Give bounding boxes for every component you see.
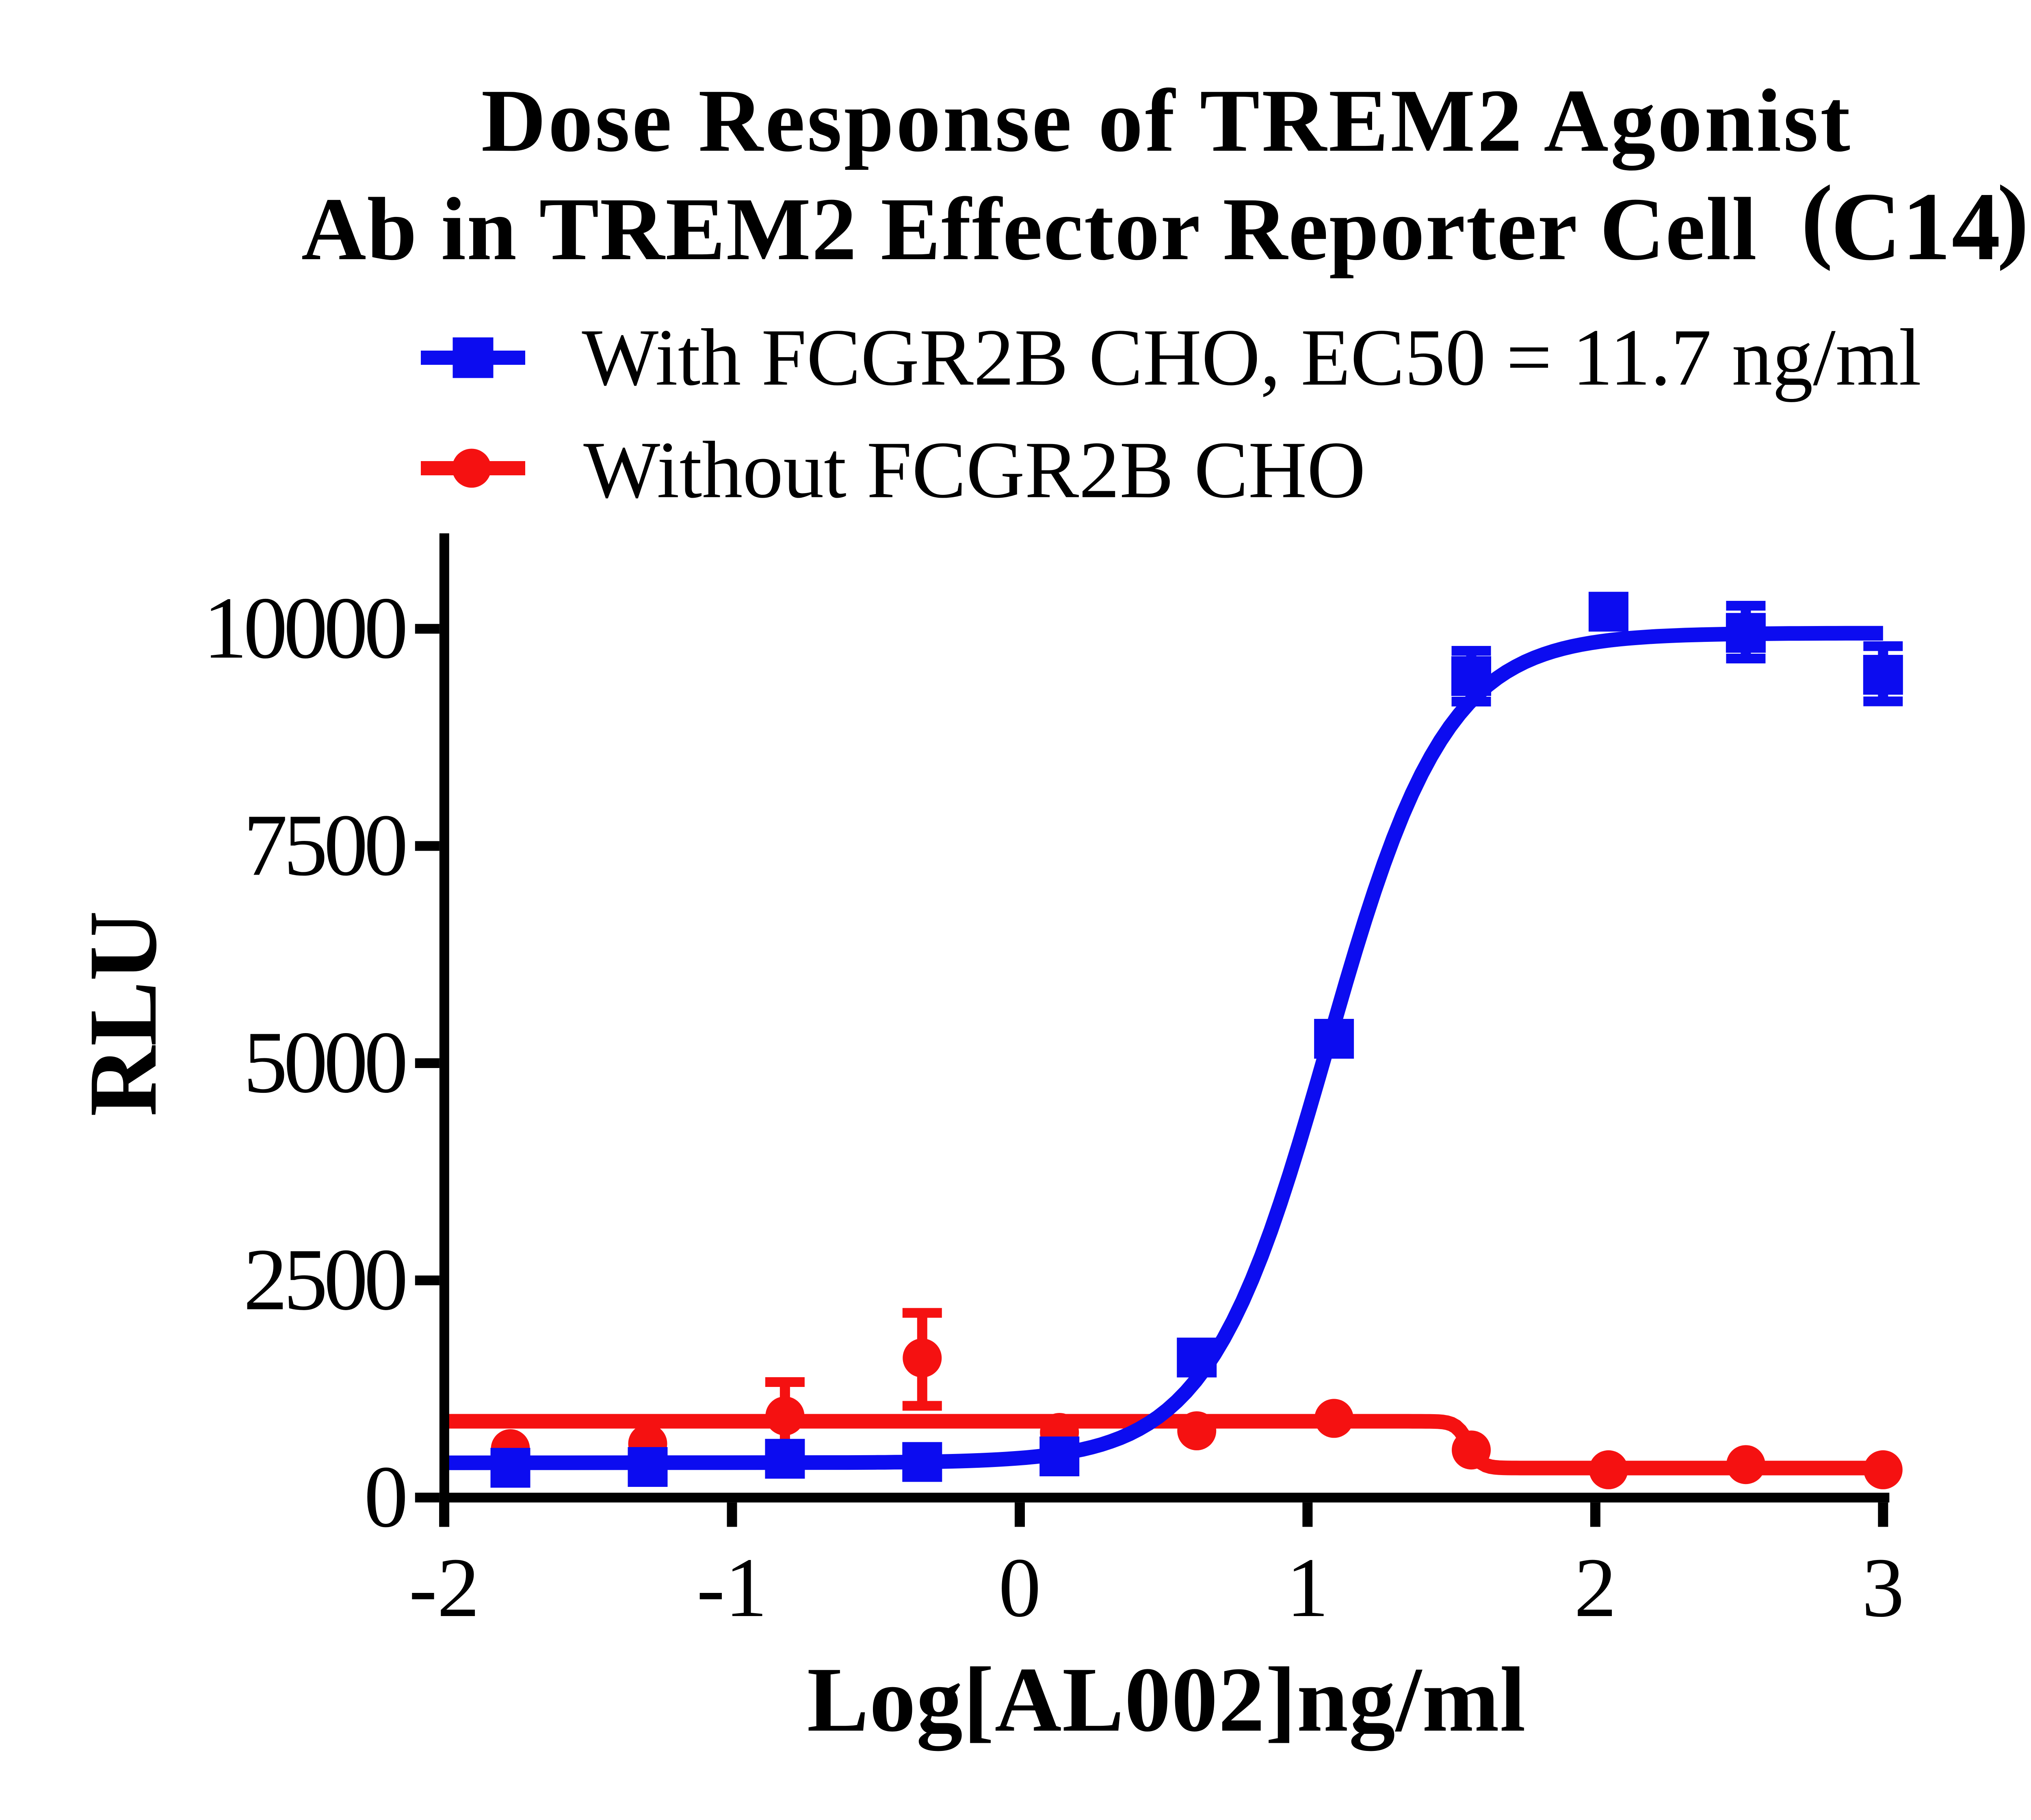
svg-text:-2: -2 [409,1541,480,1635]
svg-text:3: 3 [1862,1541,1905,1635]
svg-text:10000: 10000 [203,579,405,677]
svg-text:1: 1 [1286,1541,1329,1635]
svg-text:2500: 2500 [243,1231,405,1329]
svg-text:Log[AL002]ng/ml: Log[AL002]ng/ml [807,1649,1526,1751]
svg-text:With FCGR2B CHO, EC50 = 11.7 n: With FCGR2B CHO, EC50 = 11.7 ng/ml [582,313,1921,403]
svg-text:RLU: RLU [69,911,177,1117]
svg-text:0: 0 [998,1541,1041,1635]
svg-text:-1: -1 [697,1541,767,1635]
svg-text:Dose Response of TREM2 Agonist: Dose Response of TREM2 Agonist [481,71,1852,171]
svg-text:2: 2 [1574,1541,1617,1635]
svg-text:7500: 7500 [243,796,405,894]
svg-text:5000: 5000 [243,1014,405,1112]
svg-text:0: 0 [364,1448,405,1546]
svg-text:Ab in TREM2 Effector Reporter: Ab in TREM2 Effector Reporter Cell (C14) [301,166,2030,280]
svg-text:Without FCGR2B CHO: Without FCGR2B CHO [583,425,1366,515]
